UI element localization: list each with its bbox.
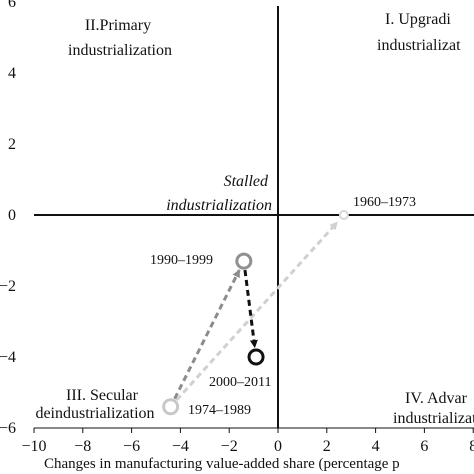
trajectory-arrow	[175, 221, 339, 402]
y-tick-label: −6	[0, 420, 16, 437]
x-tick-label: 6	[420, 438, 428, 455]
y-tick-label: −4	[0, 349, 16, 366]
x-tick-label: 0	[274, 438, 282, 455]
x-tick-label: 8	[469, 438, 474, 455]
period-label-2000: 2000–2011	[209, 375, 271, 390]
x-tick-label: −6	[123, 438, 140, 455]
x-tick-label: 4	[372, 438, 380, 455]
y-tick-label: 0	[8, 207, 16, 224]
x-tick-label: −10	[21, 438, 46, 455]
period-point	[162, 398, 180, 416]
x-tick-label: −4	[172, 438, 189, 455]
period-point	[247, 348, 265, 366]
trajectory-arrow	[173, 269, 241, 400]
y-tick-label: 6	[8, 0, 16, 11]
quadrant-label-secular: III. Secular deindustrialization	[35, 387, 154, 422]
period-point	[338, 210, 349, 220]
quadrant-label-upgrading: I. Upgradi industrializat	[377, 11, 461, 54]
period-label-1990: 1990–1999	[150, 253, 213, 268]
x-tick-label: 2	[323, 438, 331, 455]
quadrant-label-primary: II.Primary industrialization	[68, 17, 172, 59]
y-tick-label: 4	[8, 65, 16, 82]
trajectory-arrow	[243, 269, 258, 349]
period-label-1974: 1974–1989	[188, 403, 251, 418]
x-tick-label: −8	[74, 438, 91, 455]
y-tick-label: 2	[8, 136, 16, 153]
stalled-label: Stalled industrialization	[166, 173, 272, 214]
y-tick-label: −2	[0, 278, 16, 295]
x-axis-label: Changes in manufacturing value-added sha…	[44, 456, 400, 472]
period-point	[235, 252, 253, 270]
quadrant-label-advanced: IV. Advar industrializat	[393, 390, 474, 427]
period-label-1960: 1960–1973	[353, 195, 416, 210]
x-tick-label: −2	[221, 438, 238, 455]
